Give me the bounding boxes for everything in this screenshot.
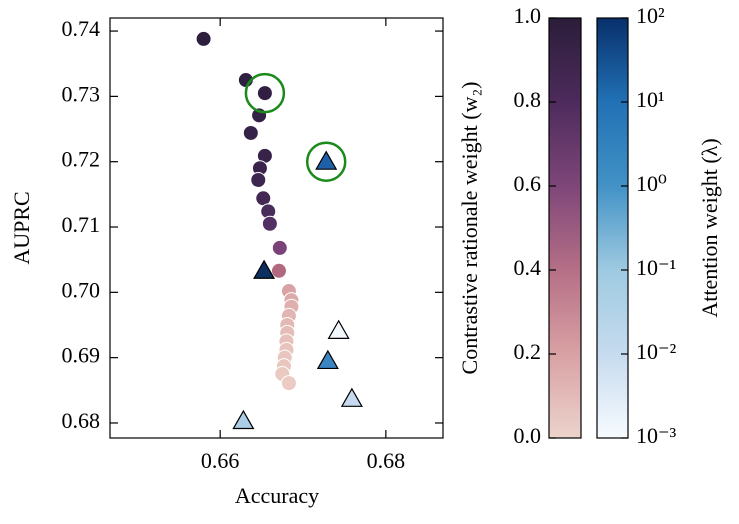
circle-point: [195, 30, 212, 47]
colorbar-tick-label: 10⁰: [636, 171, 667, 196]
colorbar-tick-label: 10¹: [636, 87, 665, 112]
x-axis-label: Accuracy: [235, 483, 319, 508]
triangle-point: [316, 349, 339, 370]
y-axis-label: AUPRC: [9, 191, 34, 264]
x-tick-label: 0.66: [201, 448, 240, 473]
colorbar-tick-label: 0.4: [514, 255, 542, 280]
circle-point: [271, 239, 288, 256]
y-tick-label: 0.70: [62, 277, 101, 302]
triangle-point: [232, 409, 255, 430]
colorbar-tick-label: 10⁻³: [636, 423, 677, 448]
plot-frame: [109, 17, 444, 439]
circle-point: [280, 375, 297, 392]
colorbar-tick-label: 0.8: [514, 87, 542, 112]
circle-point: [270, 262, 287, 279]
colorbar-label: Attention weight (λ): [697, 138, 722, 317]
triangle-point: [253, 259, 276, 279]
colorbar-tick-label: 0.6: [514, 171, 542, 196]
y-tick-label: 0.69: [62, 343, 101, 368]
y-tick-label: 0.71: [62, 212, 101, 237]
colorbar-label: Contrastive rationale weight (w₂): [457, 82, 482, 375]
colorbar: [548, 17, 582, 439]
circle-point: [256, 85, 273, 102]
highlight-ring: [244, 72, 286, 114]
highlight-ring: [305, 141, 347, 182]
colorbar-tick-label: 0.2: [514, 339, 542, 364]
colorbar: [596, 17, 629, 439]
y-tick-label: 0.72: [62, 147, 101, 172]
x-tick-label: 0.68: [367, 448, 406, 473]
colorbar-tick-label: 10⁻²: [636, 339, 677, 364]
circle-point: [261, 215, 278, 232]
circle-point: [250, 171, 267, 188]
y-tick-label: 0.74: [62, 16, 101, 41]
colorbar-tick-label: 10²: [636, 3, 665, 28]
colorbar-tick-label: 10⁻¹: [636, 255, 676, 280]
triangle-point: [315, 150, 338, 170]
triangle-point: [340, 387, 363, 407]
triangle-point: [327, 319, 350, 339]
y-tick-label: 0.68: [62, 408, 101, 433]
circle-point: [242, 124, 259, 141]
colorbar-tick-label: 0.0: [514, 423, 542, 448]
y-tick-label: 0.73: [62, 81, 101, 106]
colorbar-tick-label: 1.0: [514, 3, 542, 28]
